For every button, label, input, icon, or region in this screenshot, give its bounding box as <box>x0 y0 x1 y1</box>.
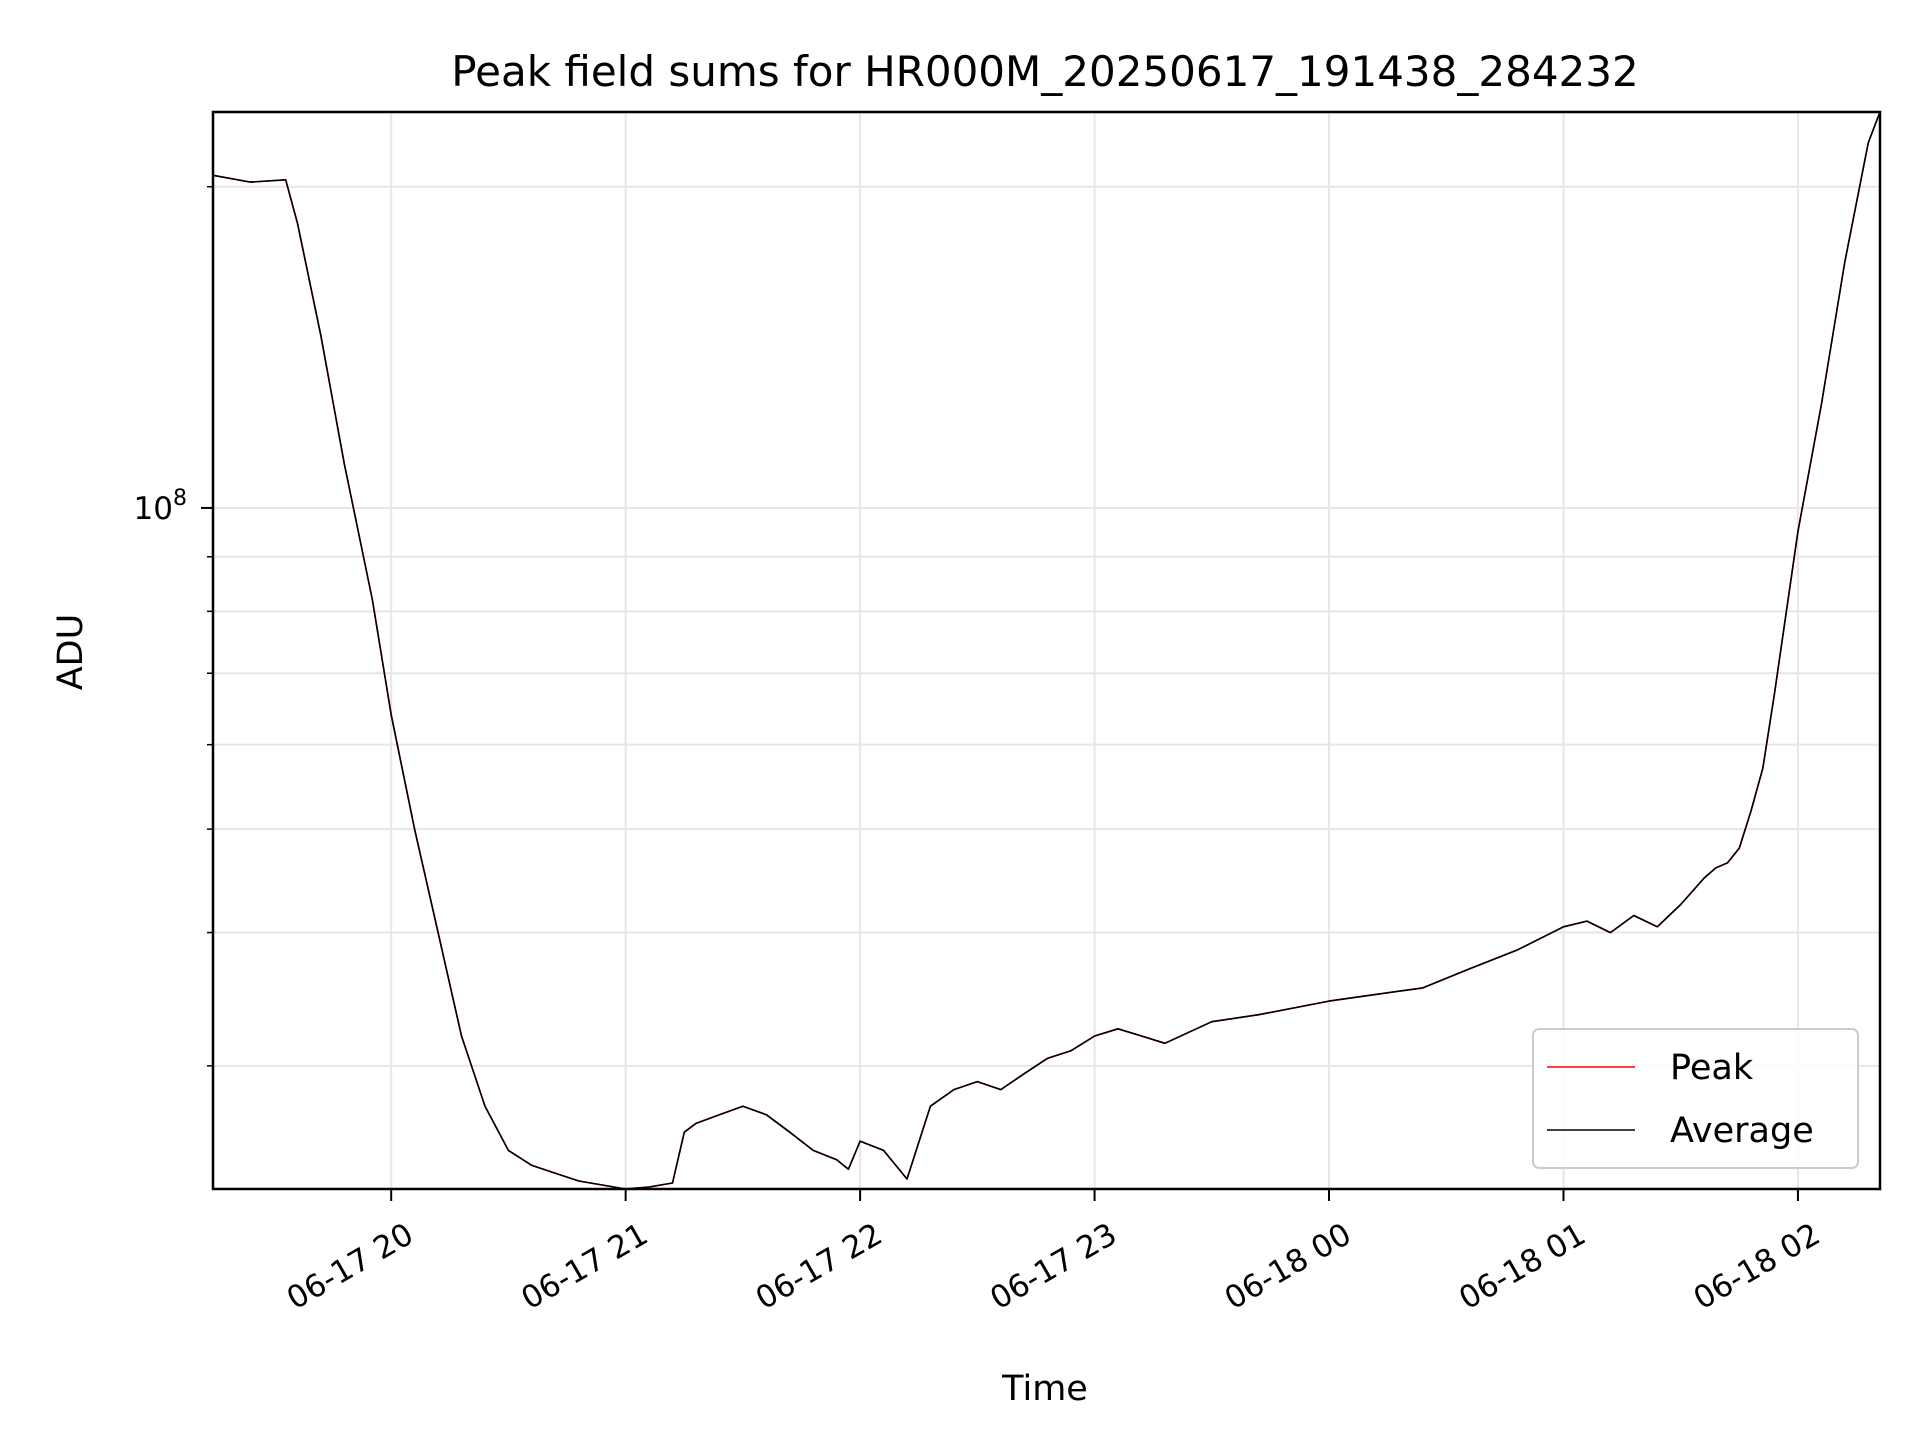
x-axis-label: Time <box>1001 1369 1088 1409</box>
series-line-average <box>212 111 1881 1190</box>
chart-title: Peak field sums for HR000M_20250617_1914… <box>451 47 1638 96</box>
x-tick-label: 06-17 23 <box>984 1216 1123 1317</box>
grid <box>213 112 1880 1189</box>
x-tick-label: 06-17 20 <box>281 1216 420 1317</box>
plot-series <box>212 111 1881 1190</box>
legend-label-average: Average <box>1670 1111 1814 1151</box>
series-line-peak <box>212 111 1881 1190</box>
x-tick-label: 06-17 22 <box>750 1216 889 1317</box>
x-tick-label: 06-18 02 <box>1688 1216 1827 1317</box>
legend: Peak Average <box>1532 1028 1859 1169</box>
plot-frame <box>211 110 1882 1191</box>
y-axis-label: ADU <box>51 614 91 691</box>
x-tick-label: 06-18 00 <box>1219 1216 1358 1317</box>
legend-box <box>1532 1028 1859 1169</box>
legend-label-peak: Peak <box>1670 1048 1754 1088</box>
x-tick-label: 06-18 01 <box>1453 1216 1592 1317</box>
y-tick-label: 108 <box>134 486 187 527</box>
x-tick-label: 06-17 21 <box>515 1216 654 1317</box>
